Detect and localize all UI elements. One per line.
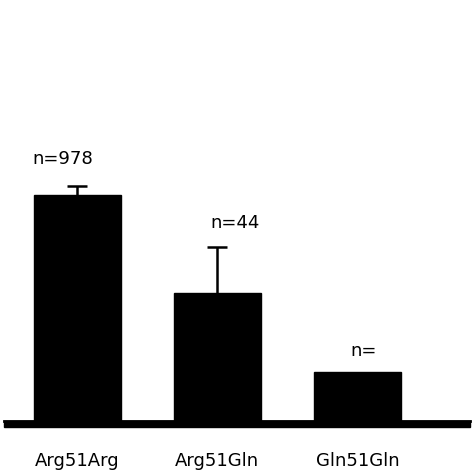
- Bar: [174, 293, 261, 421]
- Text: n=978: n=978: [32, 150, 93, 168]
- Bar: [34, 195, 120, 421]
- Text: n=44: n=44: [210, 214, 260, 232]
- Text: n=: n=: [351, 342, 377, 360]
- Bar: [4, 421, 470, 427]
- Bar: [314, 372, 401, 421]
